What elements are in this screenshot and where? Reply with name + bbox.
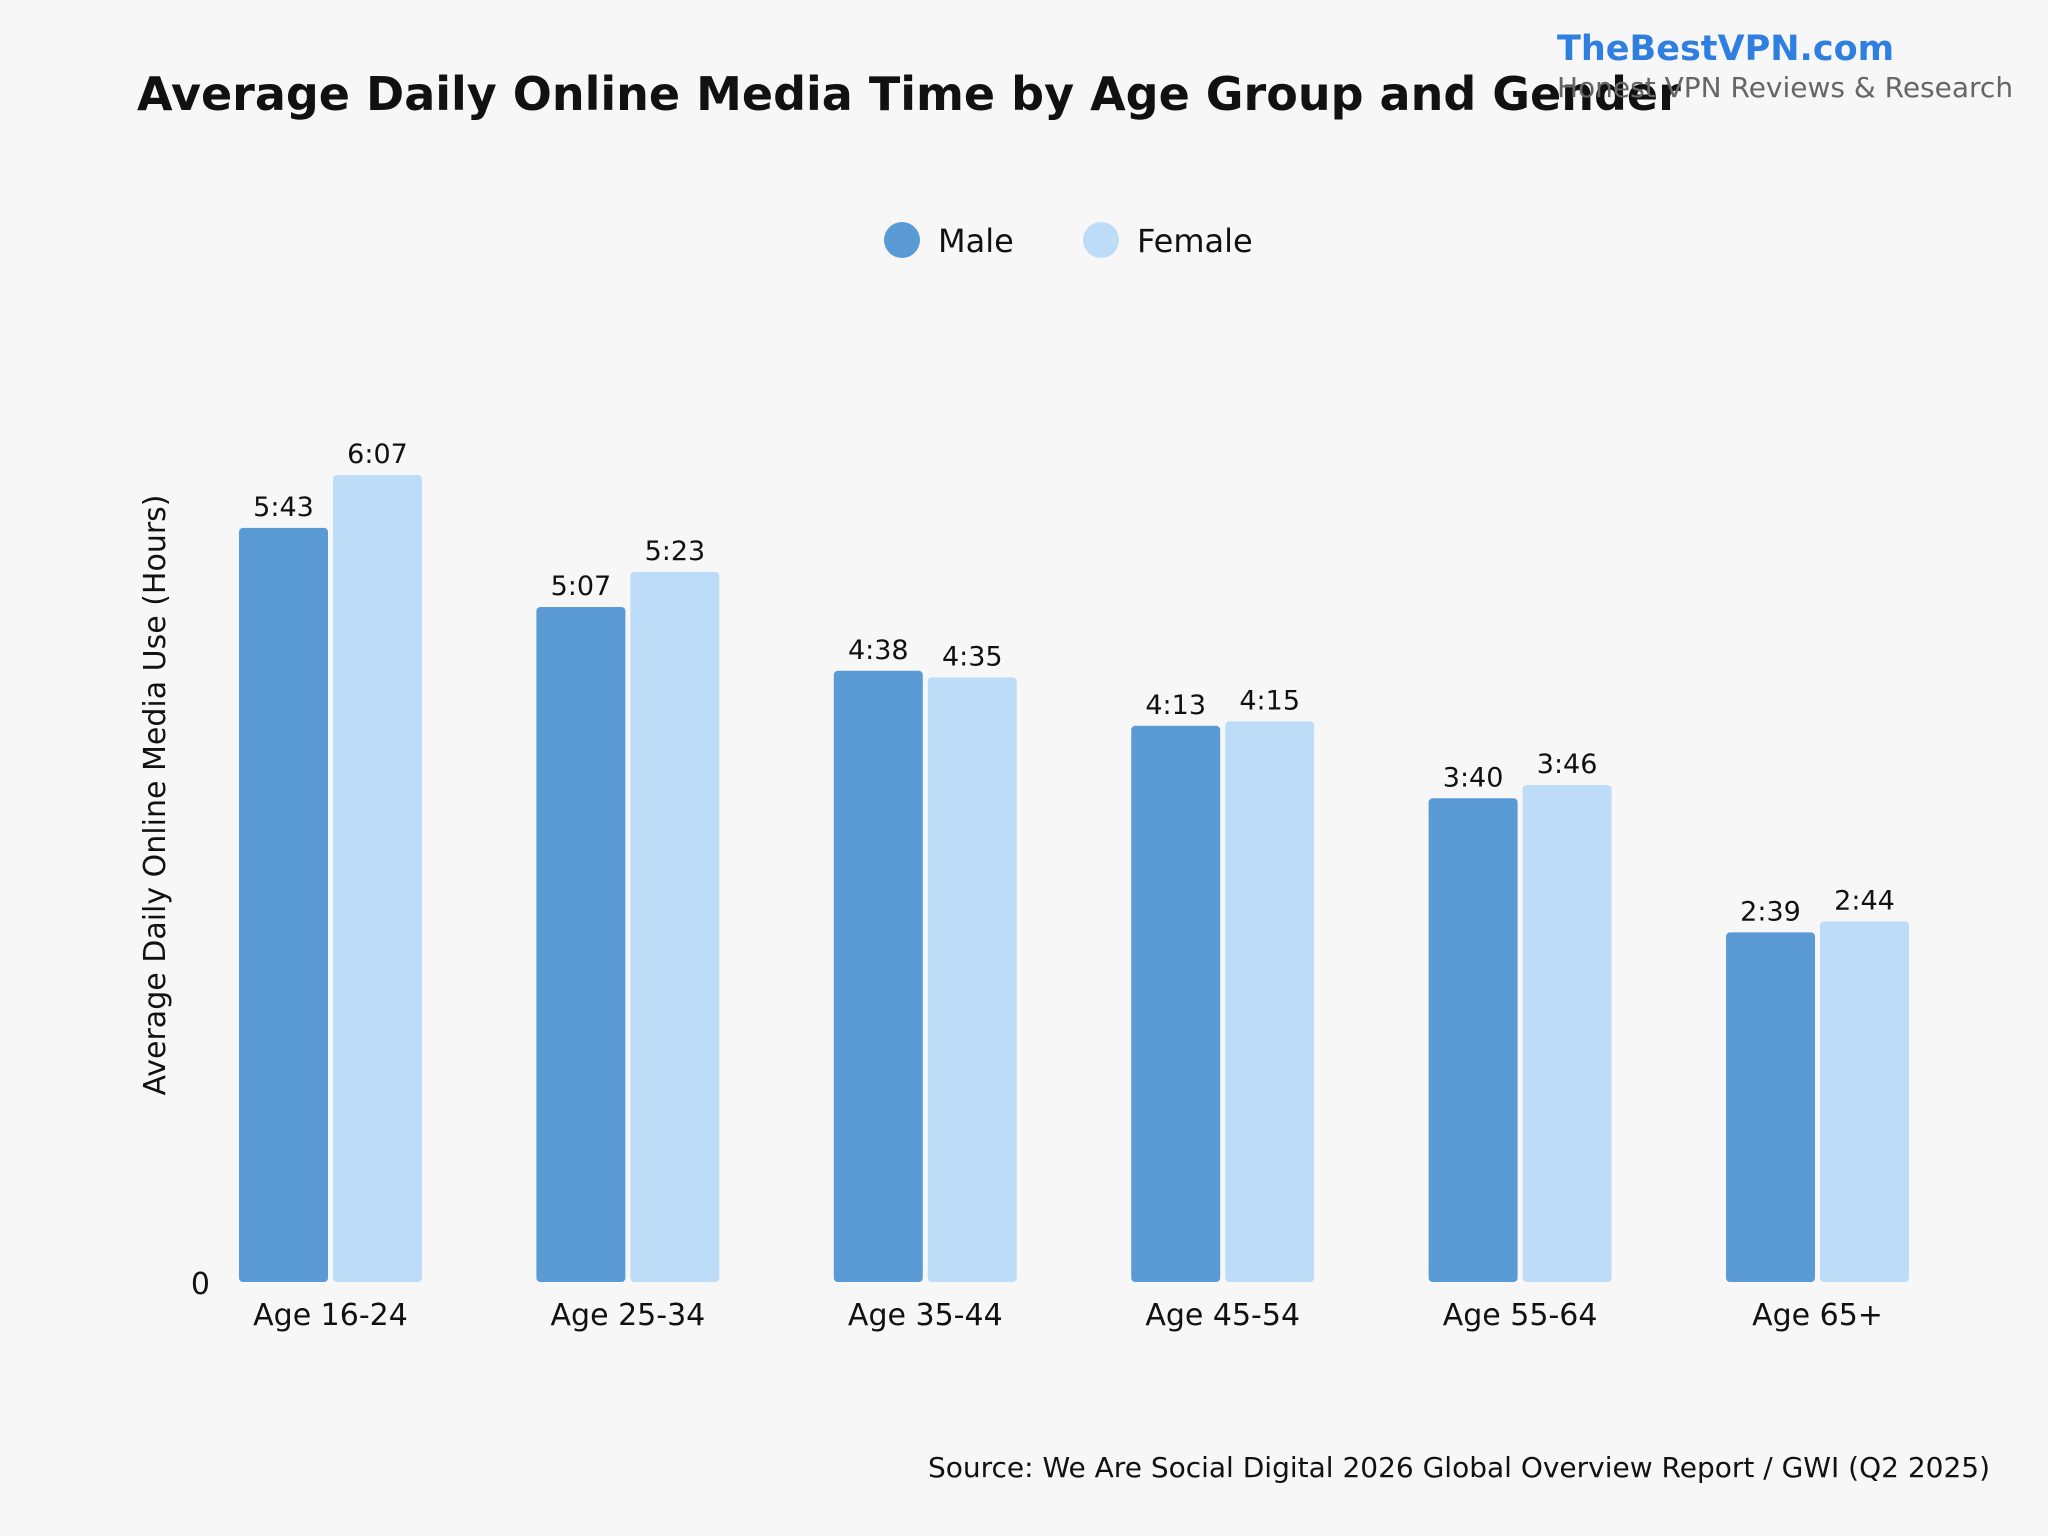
data-label-male-age-45-54: 4:13 bbox=[1145, 690, 1206, 721]
bar-male-age-25-34 bbox=[536, 607, 626, 1282]
chart-title: Average Daily Online Media Time by Age G… bbox=[137, 67, 1681, 121]
data-label-female-age-25-34: 5:23 bbox=[645, 536, 706, 567]
bar-male-age-35-44 bbox=[833, 670, 923, 1282]
bar-female-age-45-54 bbox=[1225, 721, 1315, 1282]
data-label-male-age-25-34: 5:07 bbox=[551, 571, 612, 602]
data-label-male-age-16-24: 5:43 bbox=[253, 492, 314, 523]
legend-label-male: Male bbox=[938, 222, 1014, 260]
plot-area: 5:43 6:07 Age 16-24 5:07 5:23 Age 25-34 4:38 4:… bbox=[239, 439, 1909, 1333]
data-label-female-age-45-54: 4:15 bbox=[1239, 685, 1300, 716]
x-tick-age-45-54: Age 45-54 bbox=[1145, 1298, 1300, 1333]
x-tick-age-65: Age 65+ bbox=[1752, 1298, 1883, 1333]
data-label-female-age-35-44: 4:35 bbox=[942, 641, 1003, 672]
data-label-male-age-65: 2:39 bbox=[1740, 896, 1801, 927]
bar-female-age-16-24 bbox=[333, 475, 422, 1283]
y-axis-label: Average Daily Online Media Use (Hours) bbox=[138, 495, 173, 1096]
data-label-male-age-35-44: 4:38 bbox=[848, 635, 909, 666]
bar-female-age-55-64 bbox=[1522, 785, 1612, 1282]
data-label-male-age-55-64: 3:40 bbox=[1443, 762, 1504, 793]
source-note: Source: We Are Social Digital 2026 Globa… bbox=[928, 1451, 1990, 1484]
legend-label-female: Female bbox=[1137, 222, 1253, 260]
bar-female-age-65 bbox=[1820, 921, 1909, 1282]
bar-male-age-16-24 bbox=[239, 527, 328, 1282]
legend: Male Female bbox=[884, 222, 1253, 260]
bar-male-age-55-64 bbox=[1428, 798, 1518, 1282]
data-label-female-age-65: 2:44 bbox=[1834, 885, 1895, 916]
data-label-female-age-16-24: 6:07 bbox=[347, 439, 408, 470]
legend-marker-male bbox=[884, 222, 920, 258]
x-tick-age-25-34: Age 25-34 bbox=[551, 1298, 706, 1333]
bar-female-age-25-34 bbox=[630, 571, 720, 1282]
brand-tagline: Honest VPN Reviews & Research bbox=[1557, 71, 2013, 104]
data-label-female-age-55-64: 3:46 bbox=[1537, 749, 1598, 780]
bar-male-age-65 bbox=[1726, 932, 1815, 1282]
y-tick-zero: 0 bbox=[191, 1267, 210, 1302]
x-tick-age-35-44: Age 35-44 bbox=[848, 1298, 1003, 1333]
x-tick-age-16-24: Age 16-24 bbox=[253, 1298, 408, 1333]
bar-male-age-45-54 bbox=[1131, 725, 1221, 1282]
legend-marker-female bbox=[1083, 222, 1119, 258]
brand-name: TheBestVPN.com bbox=[1557, 29, 1894, 69]
bar-female-age-35-44 bbox=[927, 677, 1017, 1282]
x-tick-age-55-64: Age 55-64 bbox=[1443, 1298, 1598, 1333]
